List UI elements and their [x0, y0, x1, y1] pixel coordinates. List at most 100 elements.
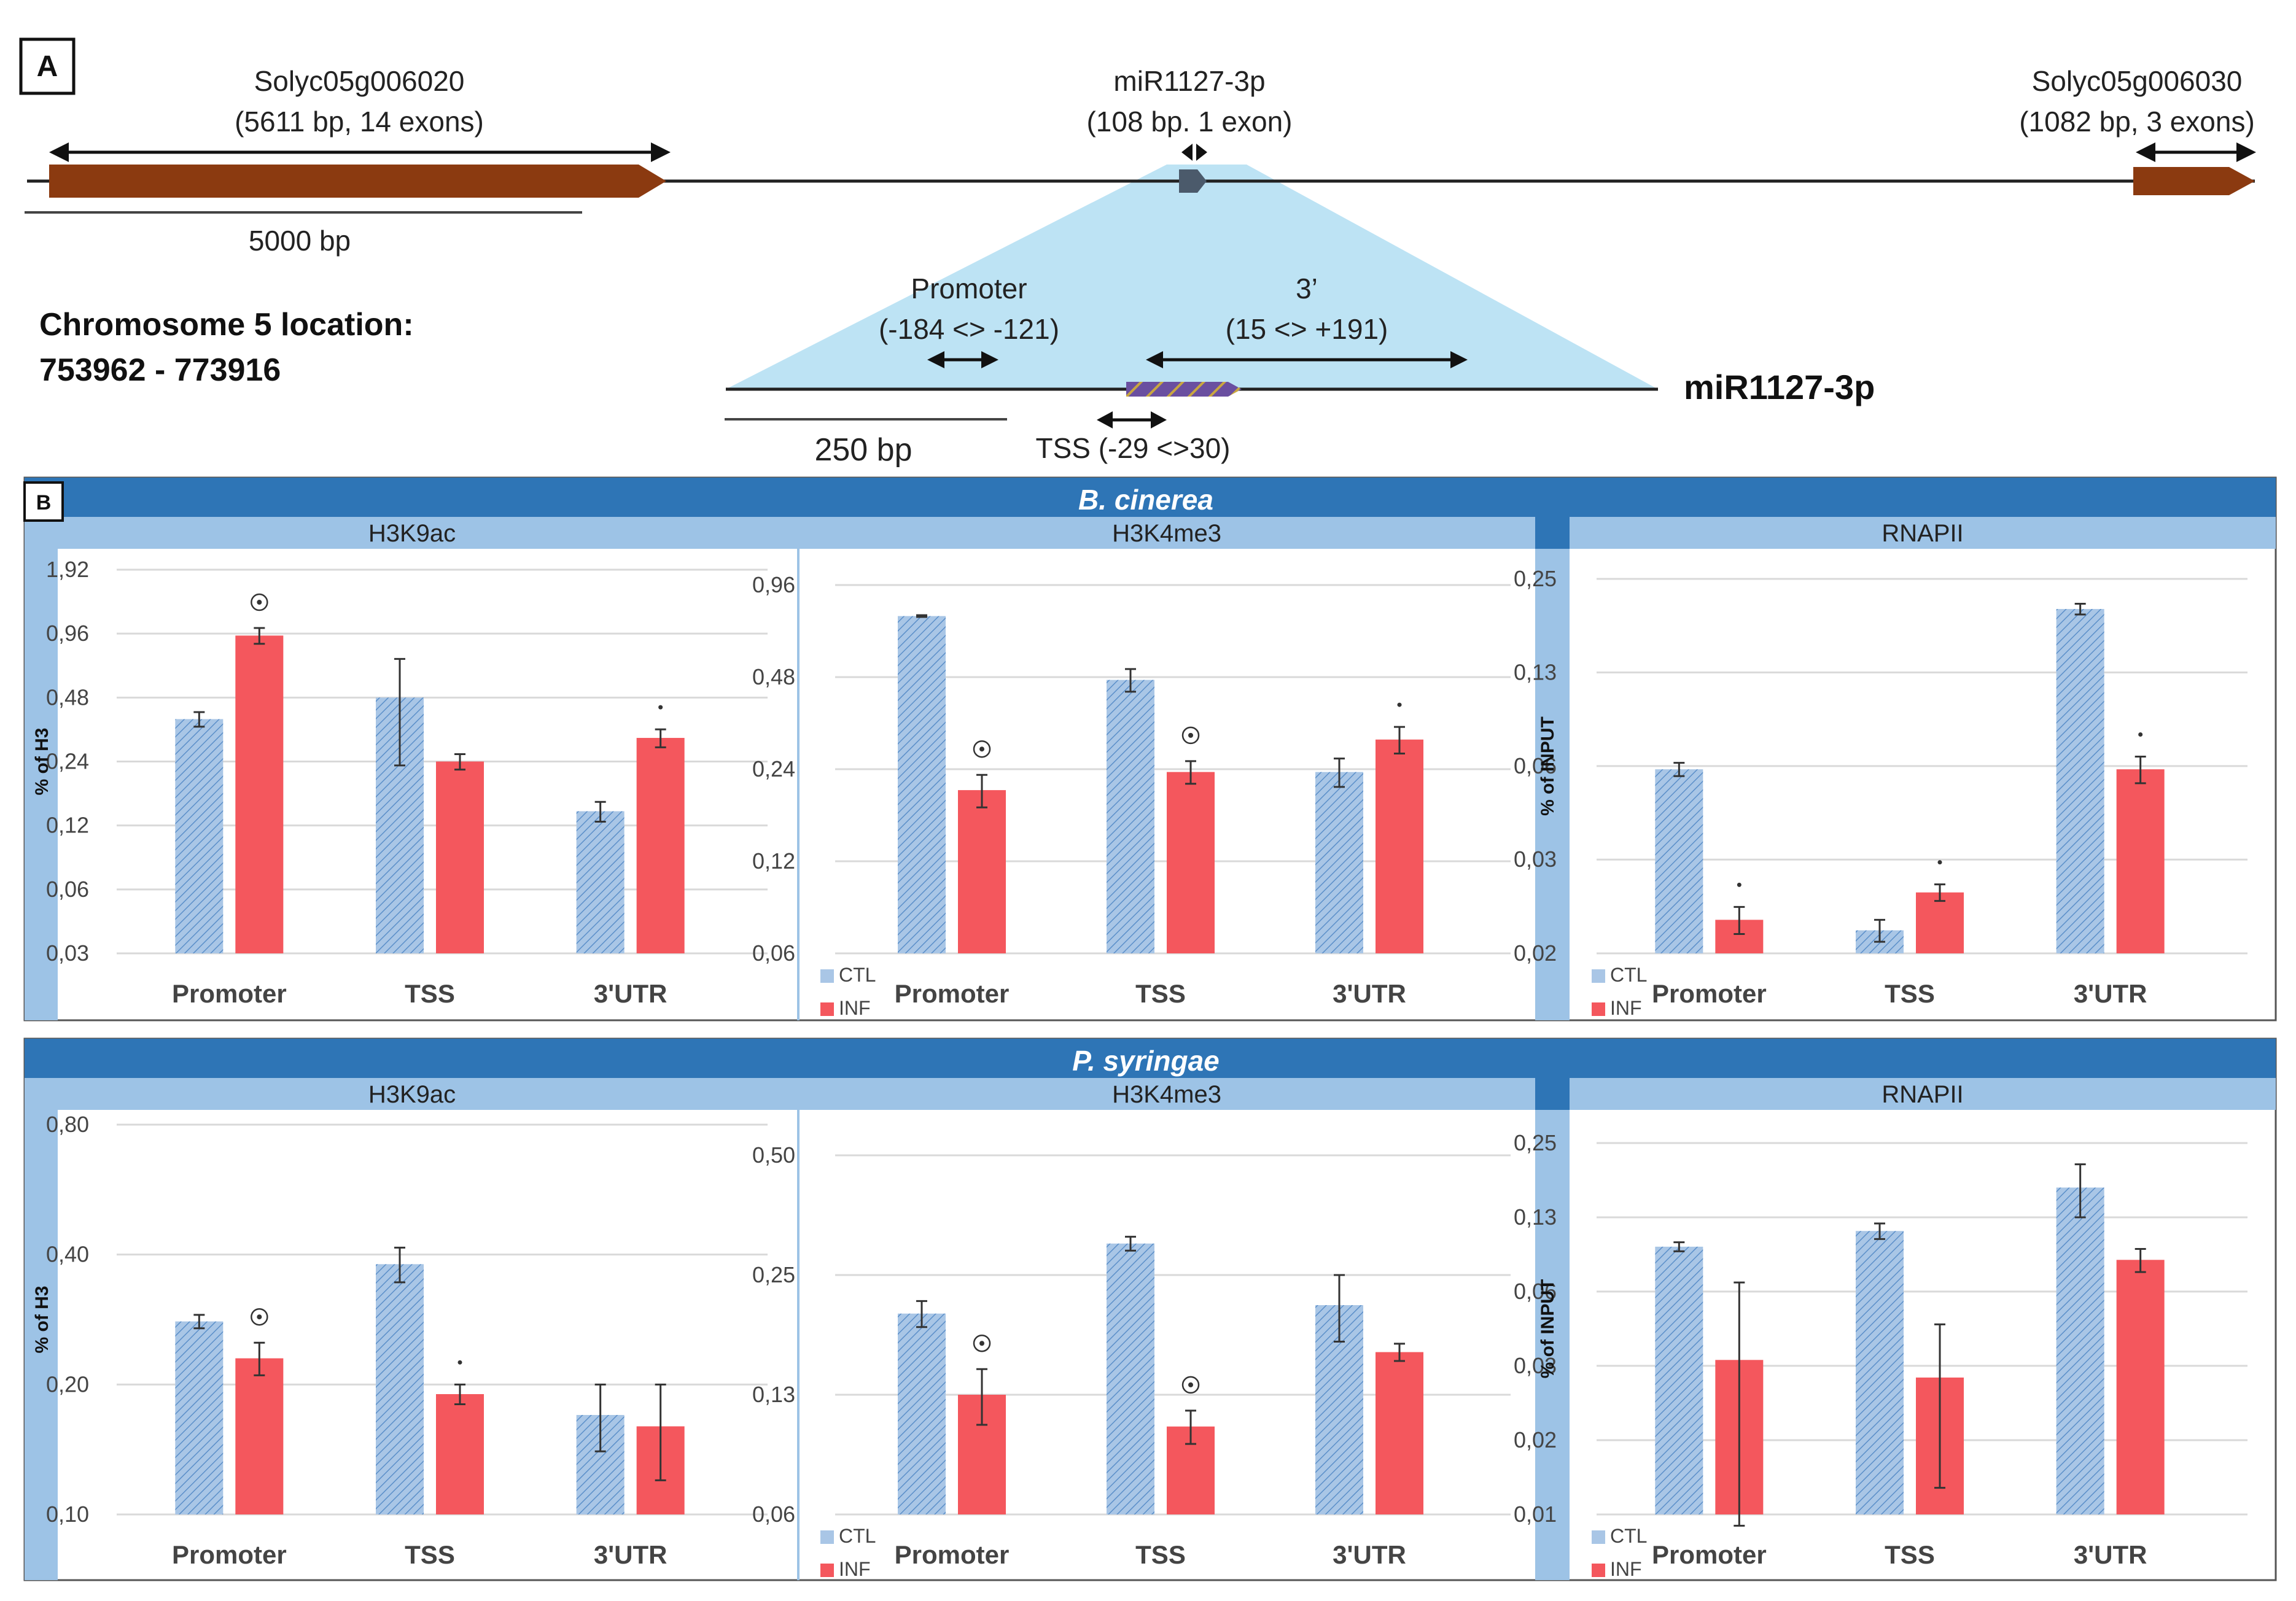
ctl-bar	[1107, 680, 1154, 953]
ctl-bar	[1107, 1243, 1154, 1514]
y-tick-label: 0,06	[1514, 1279, 1557, 1304]
ctl-bar	[898, 616, 946, 953]
legend-ctl-label: CTL	[839, 964, 876, 986]
significance-dot	[979, 746, 984, 752]
gene1-name: Solyc05g006020	[254, 65, 465, 97]
significance-mark	[658, 705, 663, 710]
inf-bar	[2116, 769, 2165, 953]
legend-inf-label: INF	[1610, 1558, 1642, 1580]
y-tick-label: 0,24	[46, 749, 89, 774]
category-label: 3'UTR	[2074, 979, 2147, 1008]
category-label: Promoter	[172, 979, 287, 1008]
y-tick-label: 0,06	[1514, 753, 1557, 778]
panel-b-label: B	[36, 491, 52, 514]
chart-h3k4me3-0: 0,96 0,48 0,24 0,12 0,06 CTL INF Promoter TSS 3'U…	[752, 572, 1511, 1019]
chart-h3k9ac-1: 0,80 0,40 0,20 0,10 % of H3 Promoter TSS 3'UTR	[32, 1112, 768, 1569]
left-strip	[25, 517, 58, 1020]
promoter-name: Promoter	[911, 273, 1027, 304]
significance-dot	[1188, 732, 1193, 738]
category-label: TSS	[405, 979, 455, 1008]
legend-inf-label: INF	[1610, 997, 1642, 1019]
ctl-bar	[1655, 769, 1703, 953]
promoter-arrow	[927, 351, 998, 368]
significance-dot	[257, 1314, 262, 1320]
subheader-band	[26, 1078, 798, 1110]
y-tick-label: 0,25	[1514, 1130, 1557, 1155]
mirna-span-arrow	[1181, 144, 1207, 161]
inf-bar	[235, 635, 284, 953]
inf-bar	[1376, 739, 1423, 953]
separator-strip	[1535, 517, 1570, 1020]
ctl-bar	[1315, 772, 1363, 953]
promoter-range: (-184 <> -121)	[879, 313, 1059, 345]
significance-circle	[1181, 726, 1200, 745]
y-tick-label: 0,06	[752, 940, 795, 966]
category-label: Promoter	[1652, 979, 1767, 1008]
subheader-band	[1570, 1078, 2276, 1110]
category-label: 3'UTR	[2074, 1540, 2147, 1569]
significance-circle	[251, 593, 268, 611]
zoom-mirna-label: miR1127-3p	[1684, 368, 1875, 406]
significance-dot	[257, 600, 262, 605]
significance-mark	[1937, 860, 1942, 865]
category-label: TSS	[405, 1540, 455, 1569]
legend-ctl-swatch	[1592, 969, 1605, 983]
inf-bar	[1916, 892, 1964, 953]
significance-mark	[1737, 882, 1741, 887]
category-label: TSS	[1885, 979, 1935, 1008]
significance-circle	[1181, 1376, 1200, 1394]
category-label: 3'UTR	[1333, 979, 1406, 1008]
zoom-triangle	[726, 165, 1658, 389]
y-tick-label: 0,13	[752, 1382, 795, 1407]
chart-title: H3K9ac	[368, 1081, 456, 1108]
chart-title: H3K9ac	[368, 520, 456, 547]
significance-circle	[251, 1308, 268, 1326]
significance-circle	[973, 740, 991, 758]
subheader-band	[798, 517, 1535, 549]
category-label: Promoter	[172, 1540, 287, 1569]
three-prime-range: (15 <> +191)	[1226, 313, 1388, 345]
tss-label: TSS (-29 <>30)	[1035, 432, 1230, 464]
inf-bar	[958, 790, 1006, 953]
legend-inf-swatch	[820, 1002, 834, 1016]
chart-rnapii-1: 0,25 0,13 0,06 0,03 0,02 0,01 % of INPUT CTL INF…	[1514, 1130, 2247, 1580]
legend-inf-swatch	[1592, 1564, 1605, 1577]
legend-ctl-swatch	[820, 969, 834, 983]
gene2-detail: (1082 bp, 3 exons)	[2019, 106, 2255, 138]
y-tick-label: 0,13	[1514, 659, 1557, 684]
legend-inf-label: INF	[839, 1558, 871, 1580]
y-tick-label: 0,10	[46, 1502, 89, 1527]
gene1-span-arrow	[49, 142, 671, 162]
chart-title: RNAPII	[1882, 520, 1963, 547]
panel-b: B. cinerea H3K9ac H3K4me3 RNAPII 1,92 0,96 0,4…	[23, 476, 2277, 1581]
subheader-band	[798, 1078, 1535, 1110]
y-axis-label: % of H3	[32, 727, 52, 795]
category-label: TSS	[1135, 1540, 1186, 1569]
ctl-bar	[1856, 1231, 1904, 1514]
y-tick-label: 0,03	[1514, 1353, 1557, 1378]
gene1-bar	[49, 165, 666, 198]
inf-bar	[1376, 1352, 1423, 1514]
legend-inf-swatch	[1592, 1002, 1605, 1016]
mirna-name: miR1127-3p	[1113, 65, 1265, 97]
significance-mark	[2138, 732, 2143, 737]
significance-mark	[1397, 702, 1402, 707]
legend-ctl-label: CTL	[1610, 964, 1647, 986]
ctl-bar	[1655, 1246, 1703, 1514]
category-label: Promoter	[895, 979, 1010, 1008]
inf-bar	[2116, 1260, 2165, 1514]
chart-title: RNAPII	[1882, 1081, 1963, 1108]
y-tick-label: 0,13	[1514, 1204, 1557, 1230]
separator-strip-head	[1535, 517, 1570, 549]
inf-bar	[436, 1394, 484, 1514]
ctl-bar	[2056, 609, 2104, 953]
y-axis-label: % of INPUT	[1538, 1279, 1558, 1379]
legend-inf-swatch	[820, 1564, 834, 1577]
y-tick-label: 0,25	[1514, 566, 1557, 591]
ctl-bar	[376, 1264, 424, 1514]
pathogen-header-band	[25, 1039, 2276, 1078]
y-tick-label: 0,80	[46, 1112, 89, 1137]
ctl-bar	[898, 1313, 946, 1514]
